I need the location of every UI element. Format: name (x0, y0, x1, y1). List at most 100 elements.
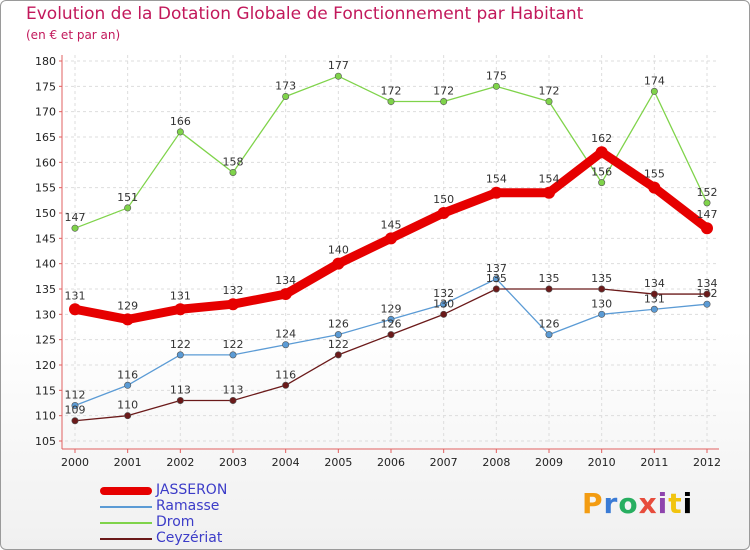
logo-letter: i (682, 487, 694, 520)
data-label: 122 (328, 338, 349, 351)
data-label: 137 (486, 262, 507, 275)
y-tick-label: 130 (35, 308, 56, 321)
data-point (229, 396, 237, 404)
data-point (227, 298, 239, 311)
logo-letter: t (668, 487, 683, 520)
data-point (71, 402, 79, 410)
data-label: 135 (486, 272, 507, 285)
data-point (282, 92, 290, 100)
data-label: 158 (223, 155, 244, 168)
legend-label-drom: Drom (156, 514, 195, 530)
data-label: 129 (117, 299, 138, 312)
data-label: 154 (486, 173, 507, 186)
logo-letter: i (657, 487, 669, 520)
legend-label-jasseron: JASSERON (156, 482, 228, 498)
data-point (492, 275, 500, 283)
data-point (71, 417, 79, 425)
data-label: 175 (486, 69, 507, 82)
data-point (176, 351, 184, 359)
data-label: 130 (433, 297, 454, 310)
data-label: 129 (381, 302, 402, 315)
data-point (121, 313, 134, 326)
logo-letter: r (603, 487, 619, 520)
data-label: 134 (697, 277, 718, 290)
data-label: 113 (170, 383, 191, 396)
line-chart: 105 110 115 120 125 130 135 140 145 150 155 160 165 1… (35, 55, 721, 469)
data-label: 112 (65, 389, 86, 402)
data-point (69, 303, 81, 316)
data-label: 151 (117, 191, 138, 204)
data-label: 122 (170, 338, 191, 351)
data-point (598, 285, 606, 293)
data-label: 174 (644, 74, 665, 87)
data-label: 131 (644, 292, 665, 305)
y-tick-label: 120 (35, 359, 56, 372)
data-label: 135 (591, 272, 612, 285)
data-point (545, 331, 553, 339)
x-tick-label: 2011 (640, 456, 668, 469)
legend-swatch-ramasse (100, 506, 152, 508)
data-label: 150 (433, 193, 454, 206)
y-tick-label: 140 (35, 258, 56, 271)
x-tick-label: 2000 (61, 456, 89, 469)
x-tick-label: 2004 (272, 456, 300, 469)
data-point (598, 179, 606, 187)
legend-swatch-jasseron (100, 487, 152, 495)
data-point (387, 331, 395, 339)
data-point (387, 315, 395, 323)
data-point (282, 381, 290, 389)
data-label: 156 (591, 166, 612, 179)
logo-letter: P (582, 487, 604, 520)
data-point (492, 285, 500, 293)
data-point (545, 98, 553, 106)
x-tick-label: 2001 (114, 456, 142, 469)
data-label: 172 (539, 85, 560, 98)
x-tick-label: 2012 (693, 456, 721, 469)
data-point (703, 300, 711, 308)
logo-letter: x (638, 487, 658, 520)
data-point (279, 288, 292, 301)
x-tick-label: 2008 (482, 456, 510, 469)
data-label: 135 (539, 272, 560, 285)
logo-letter: o (618, 487, 639, 520)
y-tick-label: 145 (35, 232, 56, 245)
data-point (440, 300, 448, 308)
data-label: 126 (381, 318, 402, 331)
data-point (650, 305, 658, 313)
data-label: 140 (328, 244, 349, 257)
data-point (703, 199, 711, 207)
data-label: 173 (275, 79, 296, 92)
x-tick-label: 2005 (324, 456, 352, 469)
data-label: 126 (328, 318, 349, 331)
x-tick-label: 2010 (588, 456, 616, 469)
data-point (332, 257, 345, 270)
data-point (492, 82, 500, 90)
data-point (648, 181, 661, 194)
data-label: 166 (170, 115, 191, 128)
y-tick-label: 115 (35, 384, 56, 397)
chart-title: Evolution de la Dotation Globale de Fonc… (26, 4, 584, 24)
data-point (490, 186, 503, 199)
data-point (176, 128, 184, 136)
data-point (598, 310, 606, 318)
data-label: 147 (697, 208, 718, 221)
y-tick-label: 125 (35, 334, 56, 347)
data-point (229, 168, 237, 176)
data-point (543, 186, 555, 199)
data-label: 172 (433, 85, 454, 98)
y-tick-label: 175 (35, 80, 56, 93)
data-label: 145 (381, 218, 402, 231)
data-point (701, 222, 713, 235)
data-point (545, 285, 553, 293)
data-point (282, 341, 290, 349)
data-point (174, 303, 187, 316)
data-label: 132 (433, 287, 454, 300)
legend-swatch-drom (100, 522, 152, 524)
data-label: 147 (65, 211, 86, 224)
data-label: 172 (381, 85, 402, 98)
data-point (71, 224, 79, 232)
y-tick-label: 150 (35, 207, 56, 220)
y-tick-label: 110 (35, 410, 56, 423)
y-tick-label: 155 (35, 182, 56, 195)
